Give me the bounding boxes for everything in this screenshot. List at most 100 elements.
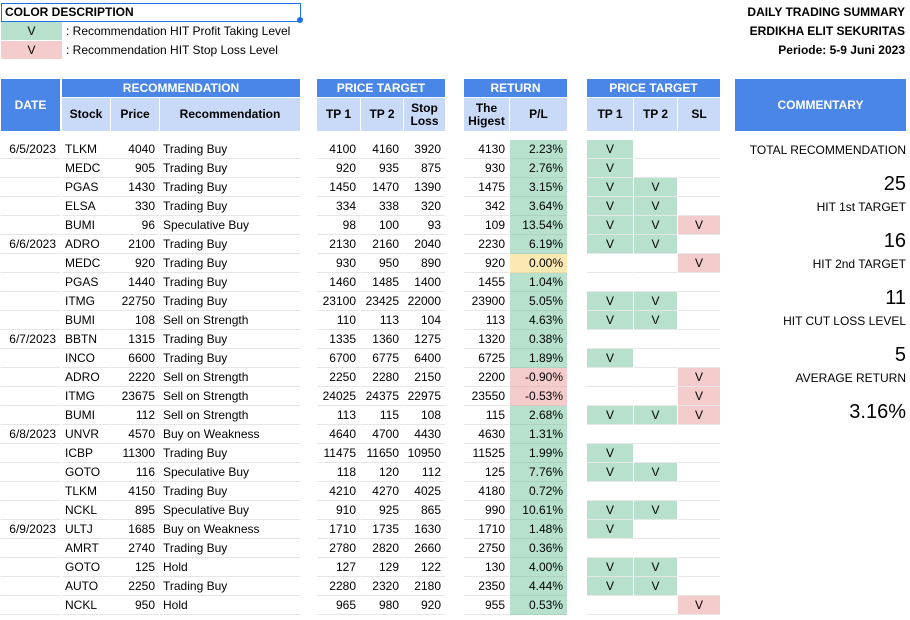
cell-highest[interactable]: 2750	[464, 539, 509, 558]
cell-date[interactable]	[1, 558, 60, 577]
cell-highest[interactable]: 990	[464, 501, 509, 520]
cell-tp2[interactable]: 2320	[361, 577, 403, 596]
cell-hit-tp1[interactable]: V	[587, 140, 633, 159]
cell-date[interactable]	[1, 596, 60, 615]
cell-hit-sl[interactable]: V	[678, 406, 720, 425]
cell-stop-loss[interactable]: 2660	[404, 539, 445, 558]
cell-highest[interactable]: 955	[464, 596, 509, 615]
cell-tp1[interactable]: 1335	[317, 330, 360, 349]
cell-highest[interactable]: 4130	[464, 140, 509, 159]
cell-tp2[interactable]: 100	[361, 216, 403, 235]
cell-stock[interactable]: NCKL	[62, 596, 110, 615]
cell-stop-loss[interactable]: 108	[404, 406, 445, 425]
cell-tp1[interactable]: 334	[317, 197, 360, 216]
cell-stop-loss[interactable]: 2150	[404, 368, 445, 387]
cell-highest[interactable]: 125	[464, 463, 509, 482]
cell-stock[interactable]: ITMG	[62, 292, 110, 311]
cell-date[interactable]	[1, 311, 60, 330]
cell-price[interactable]: 895	[111, 501, 159, 520]
cell-hit-tp1[interactable]: V	[587, 216, 633, 235]
cell-stock[interactable]: ELSA	[62, 197, 110, 216]
cell-recommendation[interactable]: Trading Buy	[160, 349, 300, 368]
cell-hit-tp2[interactable]: V	[634, 235, 677, 254]
cell-hit-tp1[interactable]	[587, 539, 633, 558]
cell-hit-sl[interactable]: V	[678, 254, 720, 273]
cell-tp1[interactable]: 920	[317, 159, 360, 178]
cell-stop-loss[interactable]: 865	[404, 501, 445, 520]
cell-tp1[interactable]: 2280	[317, 577, 360, 596]
cell-recommendation[interactable]: Speculative Buy	[160, 501, 300, 520]
cell-hit-sl[interactable]: V	[678, 596, 720, 615]
cell-tp1[interactable]: 98	[317, 216, 360, 235]
cell-hit-tp1[interactable]: V	[587, 406, 633, 425]
cell-stop-loss[interactable]: 890	[404, 254, 445, 273]
cell-stock[interactable]: PGAS	[62, 178, 110, 197]
cell-pl[interactable]: 2.68%	[510, 406, 567, 425]
cell-stock[interactable]: ICBP	[62, 444, 110, 463]
cell-stop-loss[interactable]: 875	[404, 159, 445, 178]
cell-tp2[interactable]: 129	[361, 558, 403, 577]
cell-recommendation[interactable]: Trading Buy	[160, 539, 300, 558]
cell-pl[interactable]: -0.90%	[510, 368, 567, 387]
cell-stop-loss[interactable]: 104	[404, 311, 445, 330]
cell-hit-tp2[interactable]: V	[634, 406, 677, 425]
cell-highest[interactable]: 930	[464, 159, 509, 178]
cell-tp1[interactable]: 930	[317, 254, 360, 273]
cell-pl[interactable]: 3.15%	[510, 178, 567, 197]
cell-highest[interactable]: 115	[464, 406, 509, 425]
cell-price[interactable]: 1440	[111, 273, 159, 292]
cell-hit-sl[interactable]: V	[678, 216, 720, 235]
cell-highest[interactable]: 1475	[464, 178, 509, 197]
cell-recommendation[interactable]: Sell on Strength	[160, 368, 300, 387]
cell-pl[interactable]: 1.31%	[510, 425, 567, 444]
cell-price[interactable]: 4570	[111, 425, 159, 444]
cell-stock[interactable]: TLKM	[62, 140, 110, 159]
cell-highest[interactable]: 6725	[464, 349, 509, 368]
cell-stop-loss[interactable]: 1400	[404, 273, 445, 292]
cell-price[interactable]: 920	[111, 254, 159, 273]
cell-recommendation[interactable]: Sell on Strength	[160, 406, 300, 425]
cell-tp2[interactable]: 4160	[361, 140, 403, 159]
cell-hit-sl[interactable]	[678, 539, 720, 558]
cell-recommendation[interactable]: Trading Buy	[160, 577, 300, 596]
cell-hit-sl[interactable]	[678, 558, 720, 577]
cell-tp2[interactable]: 2160	[361, 235, 403, 254]
cell-tp1[interactable]: 4640	[317, 425, 360, 444]
cell-hit-tp2[interactable]	[634, 596, 677, 615]
cell-tp2[interactable]: 6775	[361, 349, 403, 368]
cell-tp2[interactable]: 935	[361, 159, 403, 178]
cell-recommendation[interactable]: Sell on Strength	[160, 387, 300, 406]
cell-hit-sl[interactable]	[678, 425, 720, 444]
cell-tp2[interactable]: 1735	[361, 520, 403, 539]
cell-tp1[interactable]: 1450	[317, 178, 360, 197]
cell-pl[interactable]: 4.00%	[510, 558, 567, 577]
cell-stock[interactable]: ADRO	[62, 235, 110, 254]
cell-hit-sl[interactable]	[678, 140, 720, 159]
cell-hit-tp1[interactable]: V	[587, 520, 633, 539]
cell-tp1[interactable]: 4210	[317, 482, 360, 501]
cell-date[interactable]	[1, 539, 60, 558]
cell-tp1[interactable]: 113	[317, 406, 360, 425]
cell-date[interactable]	[1, 273, 60, 292]
cell-highest[interactable]: 2350	[464, 577, 509, 596]
cell-hit-tp2[interactable]	[634, 368, 677, 387]
cell-stock[interactable]: NCKL	[62, 501, 110, 520]
cell-stock[interactable]: MEDC	[62, 159, 110, 178]
cell-highest[interactable]: 113	[464, 311, 509, 330]
cell-stop-loss[interactable]: 1630	[404, 520, 445, 539]
cell-recommendation[interactable]: Hold	[160, 558, 300, 577]
cell-date[interactable]	[1, 159, 60, 178]
cell-hit-tp2[interactable]: V	[634, 577, 677, 596]
cell-highest[interactable]: 1710	[464, 520, 509, 539]
cell-pl[interactable]: 1.04%	[510, 273, 567, 292]
cell-tp1[interactable]: 4100	[317, 140, 360, 159]
cell-tp2[interactable]: 24375	[361, 387, 403, 406]
cell-price[interactable]: 905	[111, 159, 159, 178]
cell-pl[interactable]: 5.05%	[510, 292, 567, 311]
cell-hit-tp1[interactable]	[587, 482, 633, 501]
cell-tp1[interactable]: 1460	[317, 273, 360, 292]
cell-stock[interactable]: BUMI	[62, 216, 110, 235]
cell-hit-tp2[interactable]: V	[634, 178, 677, 197]
cell-hit-sl[interactable]	[678, 482, 720, 501]
cell-tp1[interactable]: 910	[317, 501, 360, 520]
